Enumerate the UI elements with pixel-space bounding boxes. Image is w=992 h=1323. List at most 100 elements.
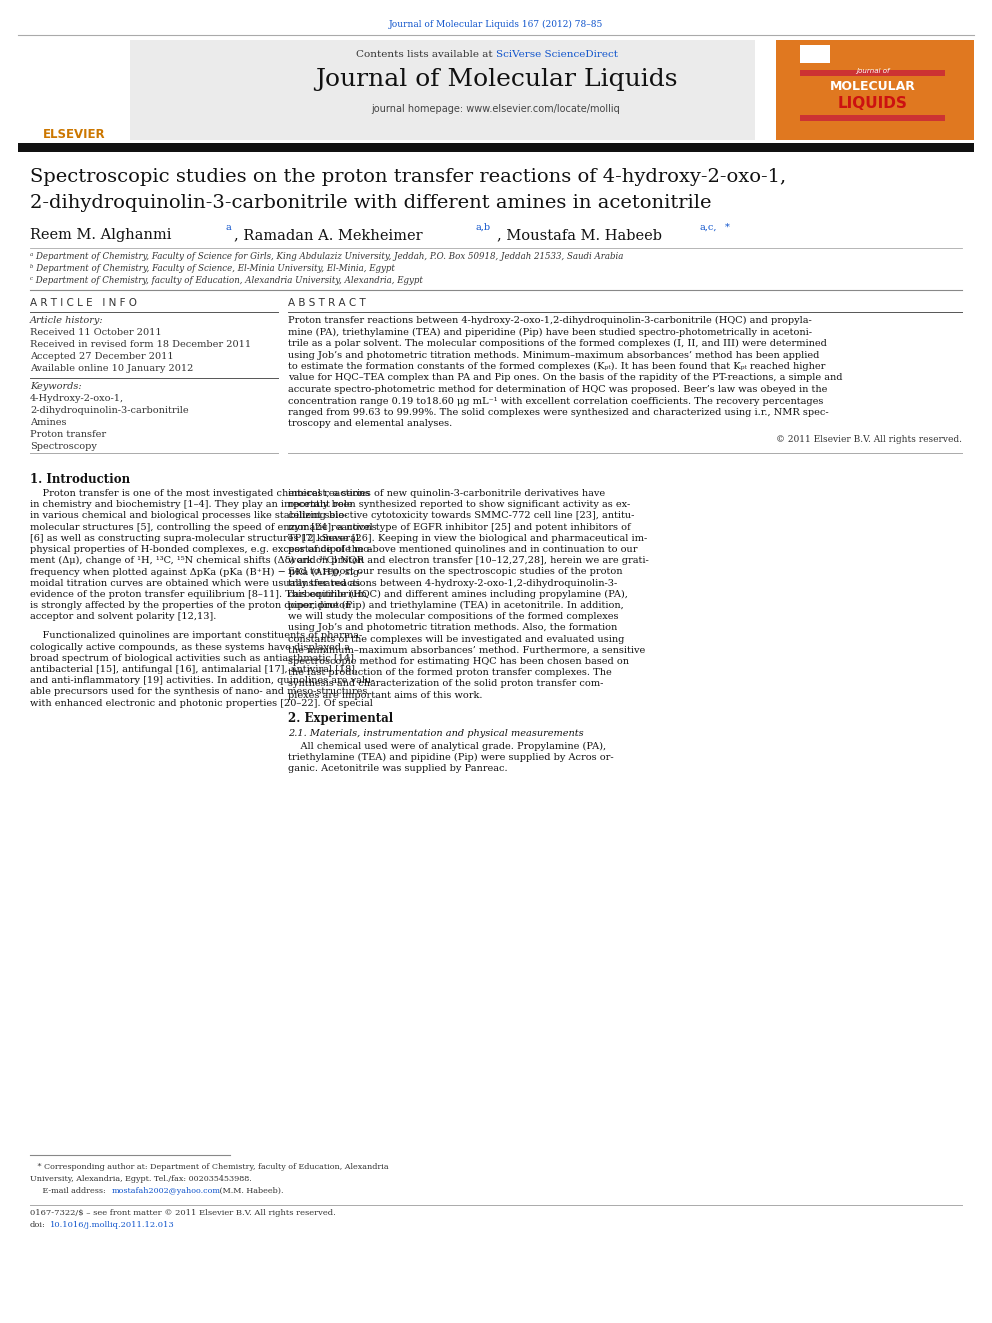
Text: portance of the above mentioned quinolines and in continuation to our: portance of the above mentioned quinolin… bbox=[288, 545, 638, 554]
Text: 2-dihydroquinolin-3-carbonitrile: 2-dihydroquinolin-3-carbonitrile bbox=[30, 406, 188, 415]
Text: in chemistry and biochemistry [1–4]. They play an important role: in chemistry and biochemistry [1–4]. The… bbox=[30, 500, 352, 509]
Text: 4-Hydroxy-2-oxo-1,: 4-Hydroxy-2-oxo-1, bbox=[30, 394, 124, 404]
Text: molecular structures [5], controlling the speed of enzymatic reactions: molecular structures [5], controlling th… bbox=[30, 523, 377, 532]
Text: ELSEVIER: ELSEVIER bbox=[43, 128, 105, 142]
Text: Proton transfer reactions between 4-hydroxy-2-oxo-1,2-dihydroquinolin-3-carbonit: Proton transfer reactions between 4-hydr… bbox=[288, 316, 811, 325]
Text: transfer reactions between 4-hydroxy-2-oxo-1,2-dihydroquinolin-3-: transfer reactions between 4-hydroxy-2-o… bbox=[288, 578, 617, 587]
Text: , Moustafa M. Habeeb: , Moustafa M. Habeeb bbox=[497, 228, 667, 242]
Text: Received in revised form 18 December 2011: Received in revised form 18 December 201… bbox=[30, 340, 251, 349]
Text: acceptor and solvent polarity [12,13].: acceptor and solvent polarity [12,13]. bbox=[30, 613, 216, 622]
Text: triethylamine (TEA) and pipidine (Pip) were supplied by Acros or-: triethylamine (TEA) and pipidine (Pip) w… bbox=[288, 753, 614, 762]
Text: mor [24], a novel type of EGFR inhibitor [25] and potent inhibitors of: mor [24], a novel type of EGFR inhibitor… bbox=[288, 523, 631, 532]
Text: ment (Δμ), change of ¹H, ¹³C, ¹⁵N chemical shifts (Δδ) and ³⁵Cl NQR: ment (Δμ), change of ¹H, ¹³C, ¹⁵N chemic… bbox=[30, 556, 364, 565]
Text: recently been synthesized reported to show significant activity as ex-: recently been synthesized reported to sh… bbox=[288, 500, 630, 509]
Text: E-mail address:: E-mail address: bbox=[30, 1187, 108, 1195]
Text: , Ramadan A. Mekheimer: , Ramadan A. Mekheimer bbox=[234, 228, 428, 242]
Text: 2.1. Materials, instrumentation and physical measurements: 2.1. Materials, instrumentation and phys… bbox=[288, 729, 583, 738]
Text: and anti-inflammatory [19] activities. In addition, quinolines are valu-: and anti-inflammatory [19] activities. I… bbox=[30, 676, 375, 685]
Text: *: * bbox=[725, 224, 730, 232]
Text: Amines: Amines bbox=[30, 418, 66, 427]
Text: spectroscopic method for estimating HQC has been chosen based on: spectroscopic method for estimating HQC … bbox=[288, 658, 629, 665]
Text: evidence of the proton transfer equilibrium [8–11]. This equilibrium: evidence of the proton transfer equilibr… bbox=[30, 590, 367, 599]
Text: doi:: doi: bbox=[30, 1221, 46, 1229]
Text: journal homepage: www.elsevier.com/locate/molliq: journal homepage: www.elsevier.com/locat… bbox=[372, 105, 620, 114]
Text: piperidine (Pip) and triethylamine (TEA) in acetonitrile. In addition,: piperidine (Pip) and triethylamine (TEA)… bbox=[288, 601, 624, 610]
Text: trile as a polar solvent. The molecular compositions of the formed complexes (I,: trile as a polar solvent. The molecular … bbox=[288, 339, 827, 348]
Text: synthesis and characterization of the solid proton transfer com-: synthesis and characterization of the so… bbox=[288, 680, 603, 688]
Text: plexes are important aims of this work.: plexes are important aims of this work. bbox=[288, 691, 482, 700]
Text: Functionalized quinolines are important constituents of pharma-: Functionalized quinolines are important … bbox=[30, 631, 362, 640]
Text: Journal of: Journal of bbox=[856, 67, 890, 74]
Text: mostafah2002@yahoo.com: mostafah2002@yahoo.com bbox=[112, 1187, 221, 1195]
Text: accurate spectro-photometric method for determination of HQC was proposed. Beer’: accurate spectro-photometric method for … bbox=[288, 385, 827, 394]
Text: broad spectrum of biological activities such as antiasthmatic [14],: broad spectrum of biological activities … bbox=[30, 654, 357, 663]
Text: MOLECULAR: MOLECULAR bbox=[830, 79, 916, 93]
Text: carbonitrile (HQC) and different amines including propylamine (PA),: carbonitrile (HQC) and different amines … bbox=[288, 590, 628, 599]
Text: Available online 10 January 2012: Available online 10 January 2012 bbox=[30, 364, 193, 373]
Text: a,c,: a,c, bbox=[700, 224, 717, 232]
Text: concentration range 0.19 to18.60 μg mL⁻¹ with excellent correlation coefficients: concentration range 0.19 to18.60 μg mL⁻¹… bbox=[288, 397, 823, 406]
Text: TP12 kinase [26]. Keeping in view the biological and pharmaceutical im-: TP12 kinase [26]. Keeping in view the bi… bbox=[288, 533, 647, 542]
Text: LIQUIDS: LIQUIDS bbox=[838, 97, 908, 111]
Text: value for HQC–TEA complex than PA and Pip ones. On the basis of the rapidity of : value for HQC–TEA complex than PA and Pi… bbox=[288, 373, 842, 382]
Text: Spectroscopic studies on the proton transfer reactions of 4-hydroxy-2-oxo-1,: Spectroscopic studies on the proton tran… bbox=[30, 168, 786, 187]
Text: constants of the complexes will be investigated and evaluated using: constants of the complexes will be inves… bbox=[288, 635, 624, 643]
Text: able precursors used for the synthesis of nano- and meso-structures: able precursors used for the synthesis o… bbox=[30, 688, 367, 696]
Text: mine (PA), triethylamine (TEA) and piperidine (Pip) have been studied spectro-ph: mine (PA), triethylamine (TEA) and piper… bbox=[288, 328, 812, 336]
Text: Proton transfer is one of the most investigated chemical reactions: Proton transfer is one of the most inves… bbox=[30, 490, 370, 497]
Ellipse shape bbox=[27, 58, 76, 94]
Text: Accepted 27 December 2011: Accepted 27 December 2011 bbox=[30, 352, 174, 361]
Bar bbox=[65, 93, 83, 120]
Text: 1. Introduction: 1. Introduction bbox=[30, 474, 130, 486]
Text: cellent selective cytotoxicity towards SMMC-772 cell line [23], antitu-: cellent selective cytotoxicity towards S… bbox=[288, 512, 634, 520]
Text: to estimate the formation constants of the formed complexes (Kₚₜ). It has been f: to estimate the formation constants of t… bbox=[288, 363, 825, 372]
Text: University, Alexandria, Egypt. Tel./fax: 002035453988.: University, Alexandria, Egypt. Tel./fax:… bbox=[30, 1175, 252, 1183]
Ellipse shape bbox=[41, 44, 107, 71]
Text: Reem M. Alghanmi: Reem M. Alghanmi bbox=[30, 228, 177, 242]
Text: with enhanced electronic and photonic properties [20–22]. Of special: with enhanced electronic and photonic pr… bbox=[30, 699, 373, 708]
Text: moidal titration curves are obtained which were usually treated as: moidal titration curves are obtained whi… bbox=[30, 578, 360, 587]
Text: we will study the molecular compositions of the formed complexes: we will study the molecular compositions… bbox=[288, 613, 618, 622]
Text: Article history:: Article history: bbox=[30, 316, 103, 325]
Text: Journal of Molecular Liquids 167 (2012) 78–85: Journal of Molecular Liquids 167 (2012) … bbox=[389, 20, 603, 29]
Text: (M.M. Habeeb).: (M.M. Habeeb). bbox=[217, 1187, 284, 1195]
Text: interest, a series of new quinolin-3-carbonitrile derivatives have: interest, a series of new quinolin-3-car… bbox=[288, 490, 605, 497]
Text: ganic. Acetonitrile was supplied by Panreac.: ganic. Acetonitrile was supplied by Panr… bbox=[288, 765, 508, 773]
Text: using Job’s and photometric titration methods. Also, the formation: using Job’s and photometric titration me… bbox=[288, 623, 617, 632]
Text: cologically active compounds, as these systems have displayed a: cologically active compounds, as these s… bbox=[30, 643, 350, 652]
Ellipse shape bbox=[29, 42, 119, 94]
Text: antibacterial [15], antifungal [16], antimalarial [17], antiviral [18],: antibacterial [15], antifungal [16], ant… bbox=[30, 665, 358, 673]
Text: [6] as well as constructing supra-molecular structures [7]. Several: [6] as well as constructing supra-molecu… bbox=[30, 533, 359, 542]
Text: fied to report our results on the spectroscopic studies of the proton: fied to report our results on the spectr… bbox=[288, 568, 623, 577]
Text: Keywords:: Keywords: bbox=[30, 382, 81, 392]
Text: 0167-7322/$ – see front matter © 2011 Elsevier B.V. All rights reserved.: 0167-7322/$ – see front matter © 2011 El… bbox=[30, 1209, 335, 1217]
Text: 2-dihydroquinolin-3-carbonitrile with different amines in acetonitrile: 2-dihydroquinolin-3-carbonitrile with di… bbox=[30, 194, 711, 212]
Text: is strongly affected by the properties of the proton donor, proton: is strongly affected by the properties o… bbox=[30, 601, 351, 610]
Text: a,b: a,b bbox=[476, 224, 491, 232]
Text: ᶜ Department of Chemistry, faculty of Education, Alexandria University, Alexandr: ᶜ Department of Chemistry, faculty of Ed… bbox=[30, 277, 423, 284]
Text: ᵃ Department of Chemistry, Faculty of Science for Girls, King Abdulaziz Universi: ᵃ Department of Chemistry, Faculty of Sc… bbox=[30, 251, 623, 261]
Text: Proton transfer: Proton transfer bbox=[30, 430, 106, 439]
Text: Spectroscopy: Spectroscopy bbox=[30, 442, 97, 451]
Text: physical properties of H-bonded complexes, e.g. excess of dipole mo-: physical properties of H-bonded complexe… bbox=[30, 545, 372, 554]
Text: SciVerse ScienceDirect: SciVerse ScienceDirect bbox=[496, 50, 618, 60]
Text: 2. Experimental: 2. Experimental bbox=[288, 712, 393, 725]
Text: the minimum–maximum absorbances’ method. Furthermore, a sensitive: the minimum–maximum absorbances’ method.… bbox=[288, 646, 645, 655]
Text: © 2011 Elsevier B.V. All rights reserved.: © 2011 Elsevier B.V. All rights reserved… bbox=[776, 435, 962, 445]
Text: Contents lists available at: Contents lists available at bbox=[356, 50, 496, 60]
Text: * Corresponding author at: Department of Chemistry, faculty of Education, Alexan: * Corresponding author at: Department of… bbox=[30, 1163, 389, 1171]
Text: work on proton and electron transfer [10–12,27,28], herein we are grati-: work on proton and electron transfer [10… bbox=[288, 556, 649, 565]
Text: using Job’s and photometric titration methods. Minimum–maximum absorbances’ meth: using Job’s and photometric titration me… bbox=[288, 351, 819, 360]
Text: frequency when plotted against ΔpKa (pKa (B⁺H) − pKa (AH)), sig-: frequency when plotted against ΔpKa (pKa… bbox=[30, 568, 362, 577]
Text: A R T I C L E   I N F O: A R T I C L E I N F O bbox=[30, 298, 137, 308]
Text: a: a bbox=[226, 224, 232, 232]
Text: troscopy and elemental analyses.: troscopy and elemental analyses. bbox=[288, 419, 452, 429]
Text: the fast production of the formed proton transfer complexes. The: the fast production of the formed proton… bbox=[288, 668, 612, 677]
Text: ranged from 99.63 to 99.99%. The solid complexes were synthesized and characteri: ranged from 99.63 to 99.99%. The solid c… bbox=[288, 407, 828, 417]
Text: Journal of Molecular Liquids: Journal of Molecular Liquids bbox=[314, 67, 678, 91]
Text: A B S T R A C T: A B S T R A C T bbox=[288, 298, 366, 308]
Text: in various chemical and biological processes like stabilizing bio-: in various chemical and biological proce… bbox=[30, 512, 347, 520]
Text: 10.1016/j.molliq.2011.12.013: 10.1016/j.molliq.2011.12.013 bbox=[50, 1221, 175, 1229]
Text: ᵇ Department of Chemistry, Faculty of Science, El-Minia University, El-Minia, Eg: ᵇ Department of Chemistry, Faculty of Sc… bbox=[30, 265, 395, 273]
Ellipse shape bbox=[74, 56, 119, 89]
